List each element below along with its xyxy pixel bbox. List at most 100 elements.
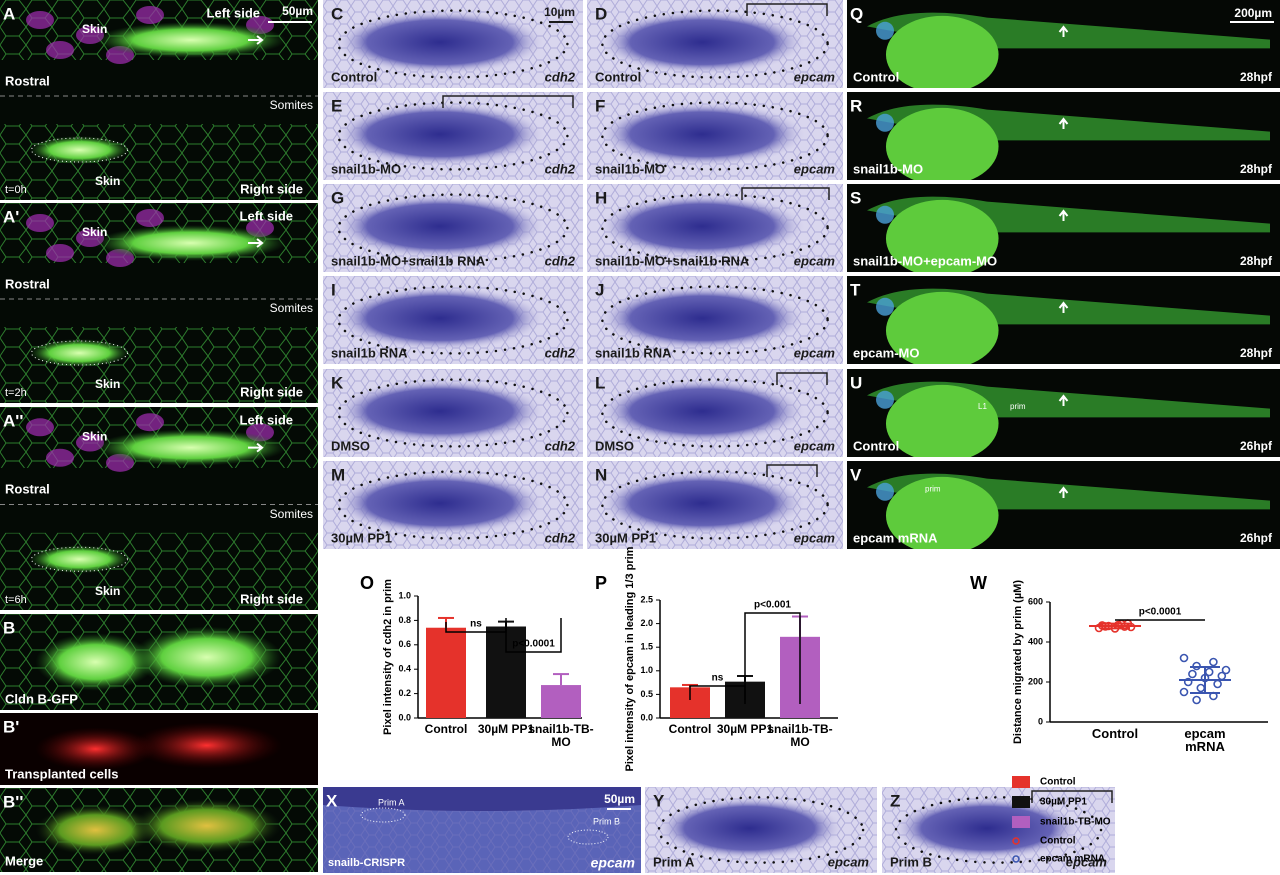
eye xyxy=(876,297,894,316)
skin-top-label: Skin xyxy=(82,430,107,444)
image-panel: B'' Merge xyxy=(0,788,318,872)
prim xyxy=(131,798,282,853)
panel-letter: X xyxy=(326,791,338,810)
x-tick-label: Control xyxy=(424,723,468,736)
stage-label: 28hpf xyxy=(1240,346,1273,360)
eye xyxy=(876,482,894,501)
bracket xyxy=(442,95,574,108)
condition-label: DMSO xyxy=(595,438,634,453)
x-tick-label-box: 30µM PP1 xyxy=(478,723,534,736)
legend-label: 30µM PP1 xyxy=(1040,797,1087,808)
rostral-label: Rostral xyxy=(5,276,50,291)
image xyxy=(323,92,583,180)
marker-label: epcam xyxy=(794,345,836,360)
condition-label: snail1b-MO+snail1b RNA xyxy=(331,253,486,268)
image xyxy=(847,369,1280,457)
eye xyxy=(876,21,894,40)
condition-label: 30µM PP1 xyxy=(331,530,392,545)
prim xyxy=(95,225,287,261)
marker-label: cdh2 xyxy=(545,69,576,84)
legend-marker xyxy=(1012,837,1020,845)
legend-swatch xyxy=(1012,776,1030,788)
panel-letter: B' xyxy=(3,717,19,736)
condition-label: 30µM PP1 xyxy=(595,530,656,545)
point xyxy=(1188,669,1197,679)
condition-label: Cldn B-GFP xyxy=(5,691,78,706)
y-axis-title: Pixel intensity of epcam in leading 1/3 … xyxy=(624,546,636,771)
condition-label: snail1b RNA xyxy=(331,345,408,360)
yolk xyxy=(885,291,999,364)
stain xyxy=(336,379,544,443)
y-tick-label: 0.0 xyxy=(398,712,411,722)
condition-label: epcam-MO xyxy=(853,345,919,360)
image-panel: L DMSO epcam xyxy=(587,369,843,457)
legend-label: Control xyxy=(1040,777,1076,788)
prim xyxy=(95,429,287,466)
lateral-line-label: L1 xyxy=(978,402,987,411)
somites-label: Somites xyxy=(270,98,313,112)
image xyxy=(587,461,843,549)
side-top-label: Left side xyxy=(240,208,293,223)
condition-label: snail1b-MO+epcam-MO xyxy=(853,253,997,268)
image-panel: K DMSO cdh2 xyxy=(323,369,583,457)
condition-label: snail1b-MO xyxy=(331,161,401,176)
image xyxy=(323,184,583,272)
nucleus xyxy=(26,214,54,232)
yolk xyxy=(885,476,999,549)
panel-letter: G xyxy=(331,188,344,207)
arrow xyxy=(1058,486,1069,498)
stain xyxy=(336,471,544,535)
x-tick-label-box: 30µM PP1 xyxy=(717,723,773,736)
nucleus xyxy=(46,448,74,467)
prim xyxy=(95,22,287,58)
time-label: t=6h xyxy=(5,594,27,606)
image xyxy=(323,276,583,364)
stain xyxy=(336,102,544,166)
bracket xyxy=(1031,790,1113,803)
bracket xyxy=(766,464,818,477)
x-tick-label: snail1b-TB-MO xyxy=(528,723,594,749)
scale-label: 200µm xyxy=(1234,6,1272,20)
nucleus xyxy=(136,209,164,227)
legend-swatch xyxy=(1012,796,1030,808)
x-tick-label: epcam mRNA xyxy=(1184,727,1226,754)
panel-letter: R xyxy=(850,96,862,115)
point xyxy=(1213,679,1222,689)
image-panel: A Left side Skin Rostral Somites Skin t=0h Righ… xyxy=(0,0,318,200)
image xyxy=(323,369,583,457)
condition-label: Merge xyxy=(5,853,43,868)
panel-letter: T xyxy=(850,280,861,299)
nucleus xyxy=(46,41,74,59)
stage-label: 28hpf xyxy=(1240,70,1273,84)
yolk xyxy=(885,107,999,180)
outline xyxy=(31,546,128,572)
panel-letter: B'' xyxy=(3,792,23,811)
condition-label: Prim A xyxy=(653,854,695,869)
outline xyxy=(31,137,128,163)
panel-letter: J xyxy=(595,280,604,299)
point xyxy=(1179,653,1189,663)
image xyxy=(847,92,1280,180)
x-tick-label: snail1b-TB-MO xyxy=(767,723,833,749)
prim-label: prim xyxy=(1010,402,1026,411)
marker-label: epcam xyxy=(794,530,836,545)
stain xyxy=(599,286,805,350)
side-bottom-label: Right side xyxy=(240,591,303,606)
image-panel: A' Left side Skin Rostral Somites Skin t=2h Rig… xyxy=(0,203,318,403)
marker-label: cdh2 xyxy=(545,438,576,453)
panel-letter: M xyxy=(331,465,345,484)
panel-letter: F xyxy=(595,96,605,115)
y-tick-label: 0.4 xyxy=(398,664,411,674)
image xyxy=(0,407,318,610)
image xyxy=(587,369,843,457)
y-tick-label: 0 xyxy=(1038,716,1043,726)
marker-label: cdh2 xyxy=(545,345,576,360)
prim xyxy=(29,136,130,164)
yolk xyxy=(885,15,999,88)
